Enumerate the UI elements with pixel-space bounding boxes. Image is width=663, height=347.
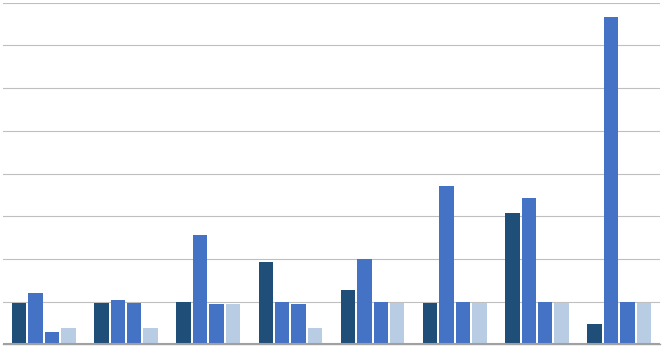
Bar bbox=[259, 262, 273, 344]
Bar bbox=[111, 300, 125, 344]
Bar bbox=[390, 303, 404, 344]
Bar bbox=[292, 304, 306, 344]
Bar bbox=[210, 304, 223, 344]
Bar bbox=[45, 331, 59, 344]
Bar bbox=[127, 303, 141, 344]
Bar bbox=[12, 303, 27, 344]
Bar bbox=[440, 186, 453, 344]
Bar bbox=[176, 302, 191, 344]
Bar bbox=[538, 302, 552, 344]
Bar bbox=[61, 328, 76, 344]
Bar bbox=[636, 303, 651, 344]
Bar bbox=[472, 303, 487, 344]
Bar bbox=[275, 302, 290, 344]
Bar bbox=[143, 328, 158, 344]
Bar bbox=[505, 212, 520, 344]
Bar bbox=[29, 293, 43, 344]
Bar bbox=[193, 235, 208, 344]
Bar bbox=[554, 303, 569, 344]
Bar bbox=[308, 328, 322, 344]
Bar bbox=[455, 302, 470, 344]
Bar bbox=[522, 198, 536, 344]
Bar bbox=[373, 302, 388, 344]
Bar bbox=[94, 303, 109, 344]
Bar bbox=[620, 302, 634, 344]
Bar bbox=[225, 304, 240, 344]
Bar bbox=[357, 259, 371, 344]
Bar bbox=[423, 303, 438, 344]
Bar bbox=[604, 17, 618, 344]
Bar bbox=[341, 290, 355, 344]
Bar bbox=[587, 324, 602, 344]
